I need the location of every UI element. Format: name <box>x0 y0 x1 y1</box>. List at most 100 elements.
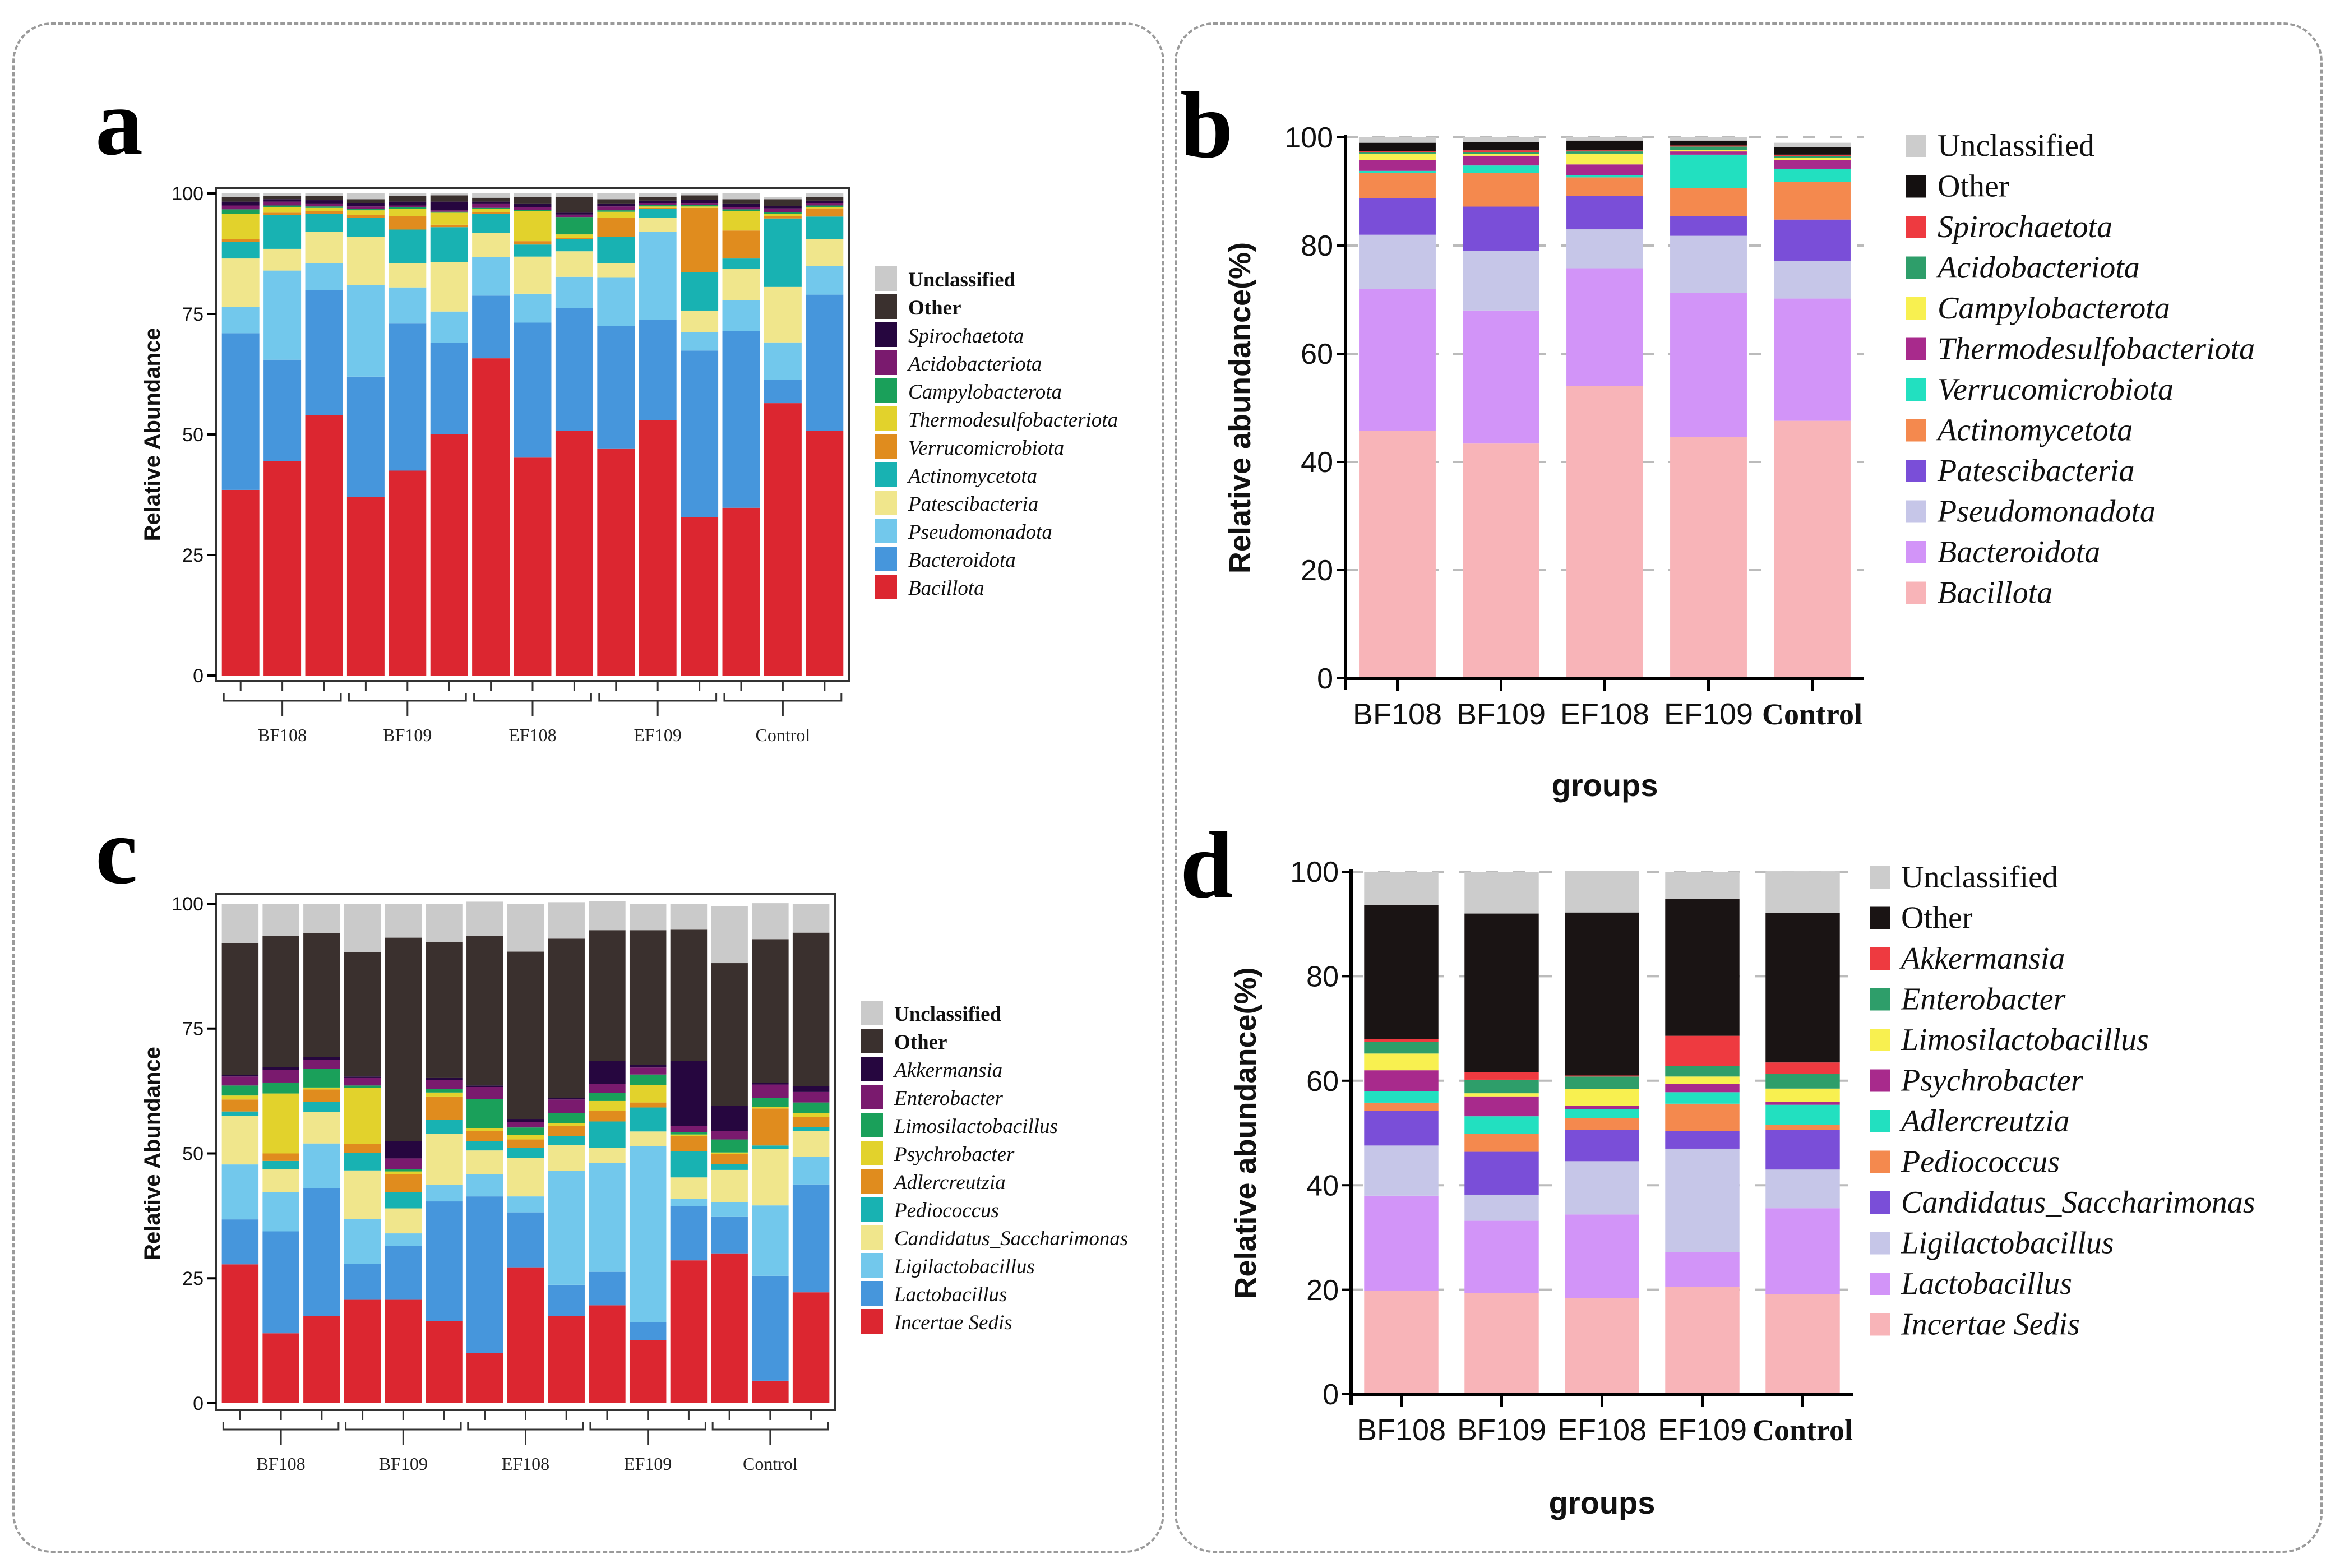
legend-label: Campylobacterota <box>1938 291 2170 326</box>
bar-segment <box>507 1122 544 1128</box>
group-bracket <box>467 1422 584 1445</box>
legend-item: Candidatus_Saccharimonas <box>861 1225 1128 1250</box>
bar-segment <box>385 1174 422 1192</box>
bar-segment <box>1765 1294 1840 1394</box>
y-tick-label: 40 <box>1301 446 1333 479</box>
bar-segment <box>389 229 427 263</box>
bar-segment <box>263 270 302 360</box>
bar-segment <box>262 1192 299 1232</box>
panel-frame-right <box>1175 22 2323 1553</box>
bar-segment <box>426 1096 463 1120</box>
bar-segment <box>1364 1111 1439 1146</box>
bar-segment <box>639 203 677 205</box>
bar-segment <box>1463 206 1539 251</box>
bar-segment <box>430 201 468 211</box>
legend-label: Other <box>894 1031 947 1054</box>
bar-segment <box>589 1271 626 1306</box>
bar-segment <box>1765 1062 1840 1074</box>
bar-stack <box>1464 872 1539 1394</box>
bar-segment <box>389 196 427 202</box>
y-tick-label: 80 <box>1301 230 1333 262</box>
bar-segment <box>1364 1102 1439 1111</box>
legend-swatch <box>861 1169 883 1194</box>
x-group-label: BF109 <box>379 1454 428 1474</box>
bar-segment <box>221 205 260 210</box>
bar-stack <box>1364 872 1439 1394</box>
bar-stack <box>629 904 667 1403</box>
bar-segment <box>681 193 719 196</box>
bar-segment <box>466 936 503 1086</box>
bar-segment <box>1565 912 1639 1076</box>
bar-stack <box>639 193 677 676</box>
bar-segment <box>430 193 468 196</box>
legend-label: Limosilactobacillus <box>1901 1023 2149 1057</box>
bar-segment <box>1665 899 1740 1036</box>
legend-item: Patescibacteria <box>875 491 1038 516</box>
bar-stack <box>344 904 381 1403</box>
legend-item: Akkermansia <box>1870 941 2065 976</box>
bar-segment <box>639 420 677 676</box>
bar-segment <box>670 1126 708 1132</box>
x-tick-label: BF108 <box>1353 697 1442 731</box>
y-axis-label: Relative abundance(%) <box>1223 242 1257 573</box>
bar-segment <box>597 203 635 207</box>
bar-segment <box>752 939 789 1083</box>
legend-swatch <box>861 1225 883 1250</box>
legend-label: Thermodesulfobacteriota <box>908 409 1118 432</box>
bar-segment <box>303 1069 340 1088</box>
bar-segment <box>1364 872 1439 905</box>
bar-segment <box>389 263 427 288</box>
bar-segment <box>221 201 260 206</box>
bar-segment <box>597 448 635 676</box>
bar-segment <box>466 1086 503 1099</box>
bar-stack <box>389 193 427 676</box>
bar-segment <box>305 196 343 201</box>
bar-segment <box>639 232 677 320</box>
bar-segment <box>1774 160 1851 169</box>
legend-label: Ligilactobacillus <box>894 1255 1035 1278</box>
bar-segment <box>263 193 302 196</box>
bar-segment <box>1765 1169 1840 1209</box>
bar-segment <box>1670 145 1747 147</box>
legend-label: Spirochaetota <box>1938 210 2112 244</box>
x-group-label: EF109 <box>634 725 682 745</box>
legend-label: Candidatus_Saccharimonas <box>894 1227 1128 1250</box>
bar-segment <box>597 237 635 263</box>
bar-segment <box>221 209 260 214</box>
y-tick-label: 75 <box>182 304 204 325</box>
bar-segment <box>221 904 259 943</box>
bar-segment <box>639 197 677 201</box>
x-group-label: EF108 <box>508 725 556 745</box>
bar-segment <box>344 1076 381 1078</box>
bar-segment <box>1359 160 1436 171</box>
bar-stack <box>1774 142 1851 678</box>
legend-label: Unclassified <box>908 269 1016 292</box>
bar-segment <box>555 431 593 676</box>
bar-segment <box>1463 310 1539 444</box>
bar-segment <box>221 333 260 490</box>
bar-segment <box>548 1099 585 1113</box>
bar-segment <box>1566 151 1643 154</box>
bar-segment <box>507 951 544 1120</box>
y-tick-label: 75 <box>182 1019 204 1040</box>
bar-segment <box>681 332 719 351</box>
bar-segment <box>262 1169 299 1192</box>
legend-label: Unclassified <box>1901 860 2058 895</box>
bar-segment <box>346 237 385 285</box>
bar-stack <box>305 193 343 676</box>
bar-segment <box>555 212 593 215</box>
bar-segment <box>430 211 468 213</box>
bar-segment <box>597 277 635 326</box>
bar-segment <box>263 196 302 200</box>
bar-stack <box>764 197 802 676</box>
x-group-label: EF109 <box>624 1454 672 1474</box>
y-tick-label: 80 <box>1306 961 1339 993</box>
bar-segment <box>263 215 302 249</box>
bar-segment <box>1670 137 1747 141</box>
group-bracket <box>345 1422 462 1445</box>
bar-segment <box>507 1135 544 1140</box>
x-group-label: BF109 <box>383 725 432 745</box>
bar-segment <box>764 342 802 380</box>
bar-segment <box>1359 431 1436 678</box>
legend-swatch <box>875 378 897 403</box>
